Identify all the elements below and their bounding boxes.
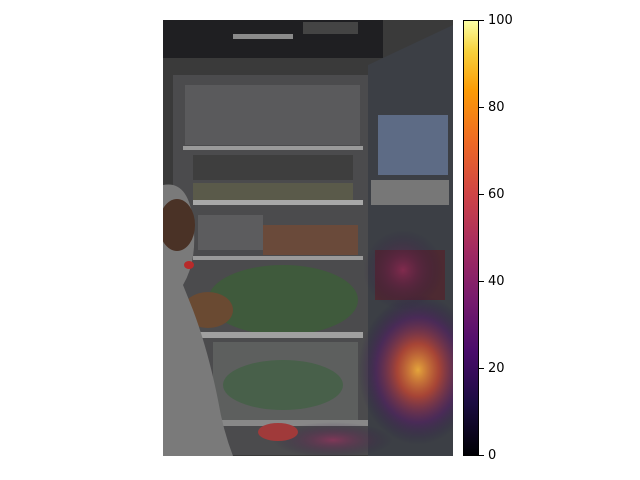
colorbar [463,20,479,456]
colorbar-tick-label: 0 [488,448,497,463]
colorbar-tick [479,368,484,369]
colorbar-tick-label: 60 [488,187,505,202]
colorbar-tick [479,20,484,21]
heatmap-hotspot [358,295,453,445]
colorbar-tick [479,281,484,282]
colorbar-tick [479,194,484,195]
colorbar-tick [479,455,484,456]
colorbar-tick-label: 20 [488,361,505,376]
woman-figure [163,184,233,456]
photo-panel [163,20,453,456]
colorbar-tick-label: 40 [488,274,505,289]
vegetable-bags [208,265,358,335]
fridge-scene [163,20,453,456]
colorbar-tick-label: 80 [488,100,505,115]
colorbar-tick [479,107,484,108]
colorbar-tick-label: 100 [488,13,513,28]
